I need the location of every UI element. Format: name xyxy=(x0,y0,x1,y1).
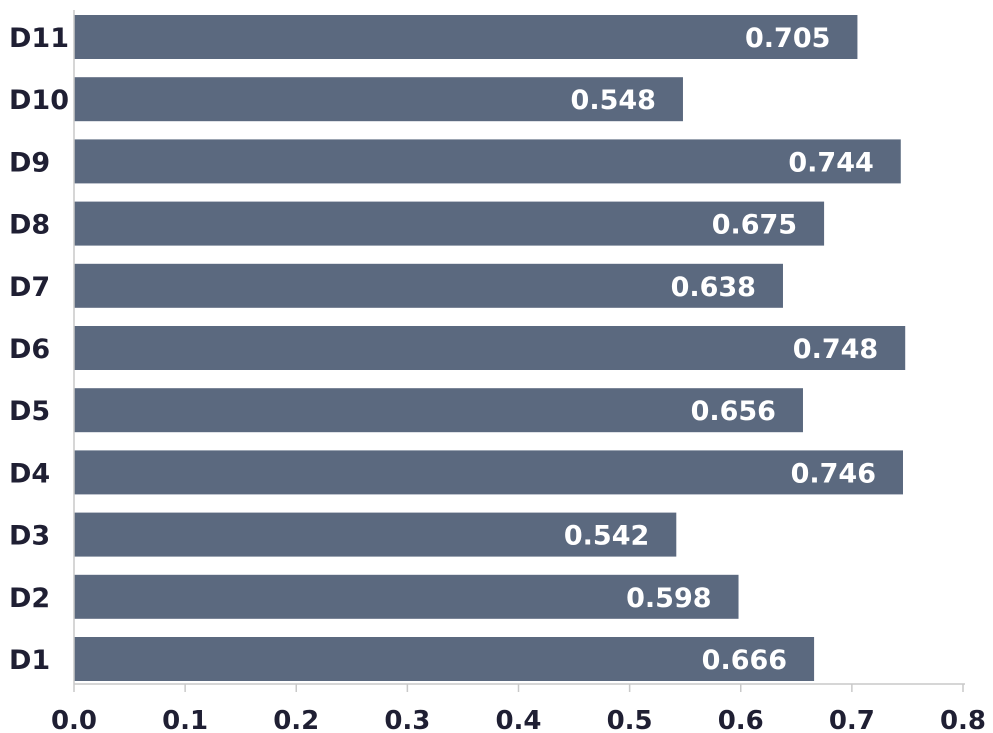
bar-d7 xyxy=(74,263,783,308)
bar-d9 xyxy=(74,139,901,184)
value-label-d3: 0.542 xyxy=(564,521,649,552)
bar-d5 xyxy=(74,388,803,433)
category-label-d10: D10 xyxy=(9,85,69,116)
value-label-d8: 0.675 xyxy=(712,210,797,241)
category-label-d1: D1 xyxy=(9,645,50,676)
category-label-d8: D8 xyxy=(9,210,50,241)
value-label-d4: 0.746 xyxy=(791,458,876,489)
bars-layer xyxy=(74,15,906,681)
value-label-d9: 0.744 xyxy=(788,147,873,178)
category-label-d7: D7 xyxy=(9,272,50,303)
x-tick-label: 0.0 xyxy=(51,706,97,733)
x-tick-label: 0.5 xyxy=(607,706,653,733)
value-label-d6: 0.748 xyxy=(793,334,878,365)
category-labels-layer: D11 D10 D9 D8 D7 D6 D5 D4 D3 D2 D1 xyxy=(9,23,69,676)
x-axis: 0.0 0.1 0.2 0.3 0.4 0.5 0.6 0.7 0.8 xyxy=(51,10,986,733)
x-tick-label: 0.3 xyxy=(384,706,430,733)
category-label-d2: D2 xyxy=(9,583,50,614)
x-tick-label: 0.4 xyxy=(495,706,541,733)
x-tick-label: 0.1 xyxy=(162,706,208,733)
category-label-d3: D3 xyxy=(9,521,50,552)
bar-d2 xyxy=(74,574,739,619)
category-label-d6: D6 xyxy=(9,334,50,365)
category-label-d4: D4 xyxy=(9,458,50,489)
bar-d3 xyxy=(74,512,677,557)
bar-d1 xyxy=(74,637,815,681)
bar-d8 xyxy=(74,201,825,246)
bar-d11 xyxy=(74,15,858,59)
value-label-d2: 0.598 xyxy=(626,583,711,614)
category-label-d11: D11 xyxy=(9,23,69,54)
value-label-d7: 0.638 xyxy=(671,272,756,303)
x-tick-label: 0.7 xyxy=(829,706,875,733)
category-label-d5: D5 xyxy=(9,396,50,427)
bar-d10 xyxy=(74,77,683,122)
bar-d6 xyxy=(74,326,906,370)
value-label-d5: 0.656 xyxy=(691,396,776,427)
value-label-d11: 0.705 xyxy=(745,23,830,54)
bar-d4 xyxy=(74,450,903,495)
value-label-d1: 0.666 xyxy=(702,645,787,676)
x-tick-label: 0.6 xyxy=(718,706,764,733)
value-labels-layer: 0.705 0.548 0.744 0.675 0.638 0.748 0.656 0.746… xyxy=(564,23,878,676)
value-label-d10: 0.548 xyxy=(571,85,656,116)
x-tick-label: 0.2 xyxy=(273,706,319,733)
category-label-d9: D9 xyxy=(9,147,50,178)
x-tick-label: 0.8 xyxy=(940,706,986,733)
